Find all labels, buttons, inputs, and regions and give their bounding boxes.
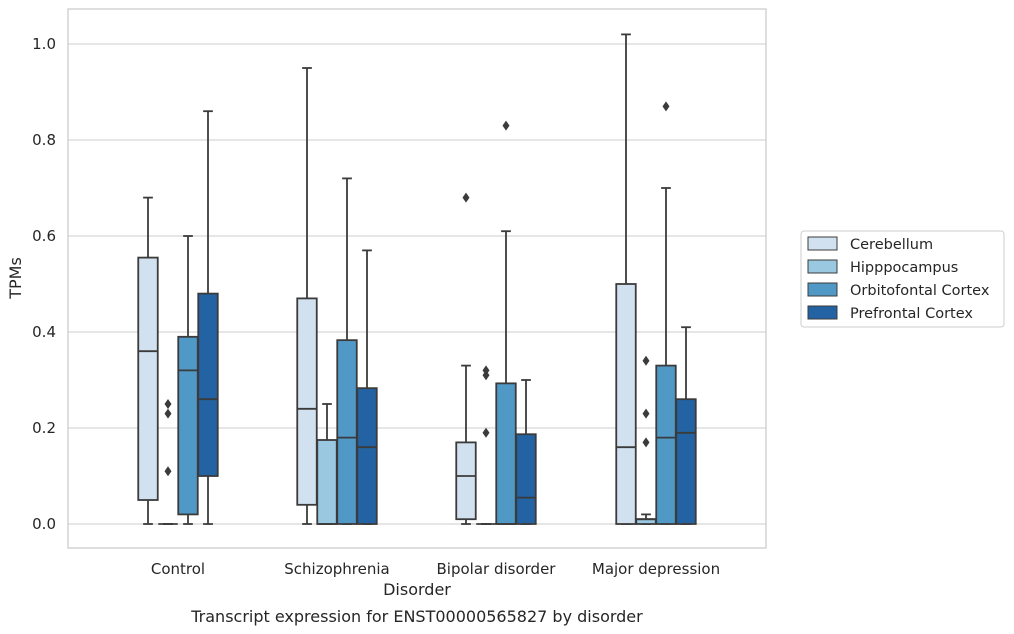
box-element xyxy=(356,249,378,525)
outlier-point xyxy=(642,355,650,366)
iqr-box xyxy=(495,382,517,525)
iqr-box xyxy=(336,339,358,525)
box-element xyxy=(158,399,178,525)
legend-item: Orbitofontal Cortex xyxy=(807,282,990,299)
outlier-point xyxy=(482,365,490,376)
outlier-point xyxy=(164,408,172,419)
box-element xyxy=(336,177,358,525)
iqr-box xyxy=(137,256,159,501)
legend-swatch xyxy=(807,305,838,320)
y-tick-label: 0.2 xyxy=(32,419,56,437)
iqr-box xyxy=(515,433,537,525)
iqr-box xyxy=(615,283,637,525)
outlier-point xyxy=(164,399,172,409)
iqr-box xyxy=(296,297,318,506)
y-tick-label: 0.0 xyxy=(32,515,56,533)
legend-frame xyxy=(800,230,1005,328)
outlier-point xyxy=(482,427,490,438)
plot-frame xyxy=(67,8,767,549)
x-tick-label: Control xyxy=(151,560,205,578)
outlier-point xyxy=(642,408,650,419)
iqr-box xyxy=(455,441,477,521)
series-prefrontal-cortex xyxy=(197,110,697,525)
outlier-point xyxy=(642,437,650,448)
x-tick-label: Bipolar disorder xyxy=(437,560,557,578)
legend-label: Cerebellum xyxy=(850,237,933,253)
box-element xyxy=(316,403,338,525)
box-element xyxy=(137,196,159,525)
x-tick-labels: Control Schizophrenia Bipolar disorder Majo… xyxy=(151,560,720,578)
box-element xyxy=(197,110,219,525)
box-element xyxy=(455,192,477,525)
outlier-point xyxy=(502,120,510,131)
box-element xyxy=(635,355,657,525)
legend-item: Prefrontal Cortex xyxy=(807,305,973,322)
legend-swatch xyxy=(807,282,838,297)
legend-label: Prefrontal Cortex xyxy=(850,306,973,322)
iqr-box xyxy=(675,398,697,525)
iqr-box xyxy=(356,387,378,525)
legend-label: Orbitofontal Cortex xyxy=(850,283,990,299)
y-tick-label: 0.8 xyxy=(32,131,56,149)
legend-swatch xyxy=(807,236,838,251)
outlier-point xyxy=(164,466,172,477)
iqr-box xyxy=(655,364,677,525)
iqr-box xyxy=(197,292,219,477)
series-orbitofontal-cortex xyxy=(177,101,677,525)
outlier-point xyxy=(662,101,670,112)
x-tick-label: Schizophrenia xyxy=(284,560,389,578)
y-tick-labels: 0.0 0.2 0.4 0.6 0.8 1.0 xyxy=(32,35,56,533)
y-tick-label: 0.6 xyxy=(32,227,56,245)
box-element xyxy=(615,33,637,525)
legend-label: Hipppocampus xyxy=(850,260,958,276)
box-element xyxy=(675,326,697,525)
box-series xyxy=(137,33,697,525)
legend-item: Cerebellum xyxy=(807,236,933,253)
iqr-box xyxy=(177,335,199,516)
x-axis-title: Disorder xyxy=(383,580,451,599)
legend: Cerebellum Hipppocampus Orbitofontal Corte… xyxy=(800,230,1005,328)
y-tick-label: 1.0 xyxy=(32,35,56,53)
box-element xyxy=(296,67,318,525)
box-element xyxy=(476,365,496,525)
y-axis-title: TPMs xyxy=(6,257,25,300)
outlier-point xyxy=(462,192,470,203)
iqr-box xyxy=(316,439,338,525)
chart-caption: Transcript expression for ENST0000056582… xyxy=(190,607,643,626)
legend-swatch xyxy=(807,259,838,274)
series-hipppocampus xyxy=(158,355,657,525)
series-cerebellum xyxy=(137,33,637,525)
box-element xyxy=(515,379,537,525)
legend-item: Hipppocampus xyxy=(807,259,958,276)
x-tick-label: Major depression xyxy=(592,560,720,578)
y-tick-label: 0.4 xyxy=(32,323,56,341)
